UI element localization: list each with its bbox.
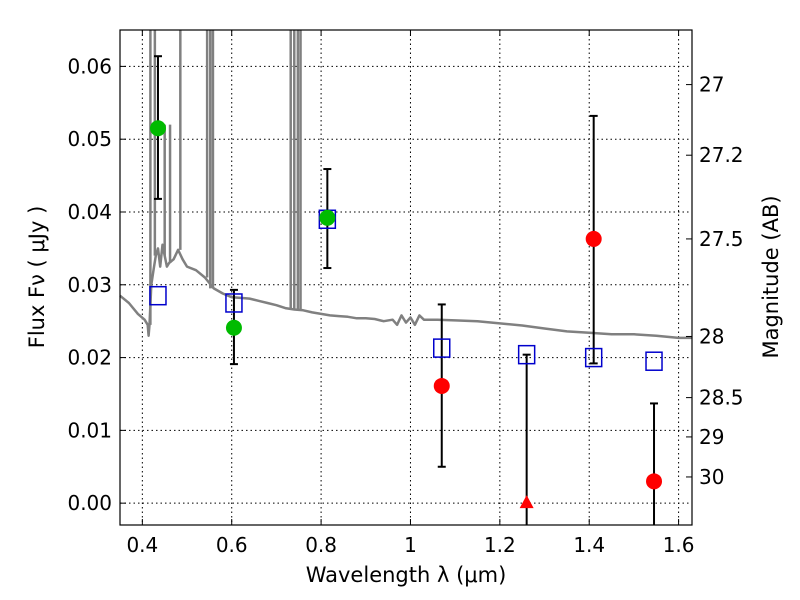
y2-tick-label: 30 <box>699 465 724 489</box>
y2-tick-label: 29 <box>699 425 724 449</box>
grid-layer <box>120 30 692 525</box>
x-tick-label: 0.6 <box>216 533 248 557</box>
x-tick-label: 1 <box>404 533 417 557</box>
x-tick-label: 1.6 <box>663 533 695 557</box>
model-point-box <box>149 285 167 306</box>
model-point-box <box>517 344 536 365</box>
y2-axis-label: Magnitude (AB) <box>759 195 783 358</box>
plot-layer <box>119 30 692 525</box>
observed-point <box>225 319 242 336</box>
y-tick-label: 0.06 <box>67 54 112 78</box>
tick-layer: 0.4 0.6 0.8 1 1.2 1.4 1.6 0.00 0.01 0.02 0.03 0.04 0… <box>67 30 744 557</box>
model-point-box <box>584 347 603 368</box>
y-axis-label: Flux Fν ( μJy ) <box>25 206 49 349</box>
observed-point <box>646 473 663 490</box>
model-point-box <box>225 293 243 313</box>
y2-tick-label: 28 <box>699 324 724 348</box>
y-tick-label: 0.01 <box>67 418 112 442</box>
y2-tick-label: 27.2 <box>699 143 744 167</box>
y-tick-label: 0.03 <box>67 273 112 297</box>
model-point-box <box>433 338 451 358</box>
y2-tick-label: 28.5 <box>699 386 744 410</box>
model-point-box <box>645 351 663 371</box>
x-axis-label: Wavelength λ (μm) <box>306 563 507 587</box>
observed-point <box>319 209 336 226</box>
y-tick-label: 0.05 <box>67 127 112 151</box>
observed-point-triangle <box>519 495 534 509</box>
y-tick-label: 0.00 <box>67 491 112 515</box>
x-tick-label: 0.8 <box>305 533 337 557</box>
plot-frame <box>119 29 693 526</box>
observed-point <box>585 230 602 247</box>
x-tick-label: 1.2 <box>484 533 516 557</box>
y-tick-label: 0.04 <box>67 200 112 224</box>
observed-point <box>149 120 166 137</box>
spectrum-line <box>119 243 692 340</box>
x-tick-label: 0.4 <box>126 533 158 557</box>
observed-point <box>433 377 450 394</box>
y2-tick-label: 27 <box>699 73 724 97</box>
y2-tick-label: 27.5 <box>699 227 744 251</box>
x-tick-label: 1.4 <box>573 533 605 557</box>
y-tick-label: 0.02 <box>67 346 112 370</box>
